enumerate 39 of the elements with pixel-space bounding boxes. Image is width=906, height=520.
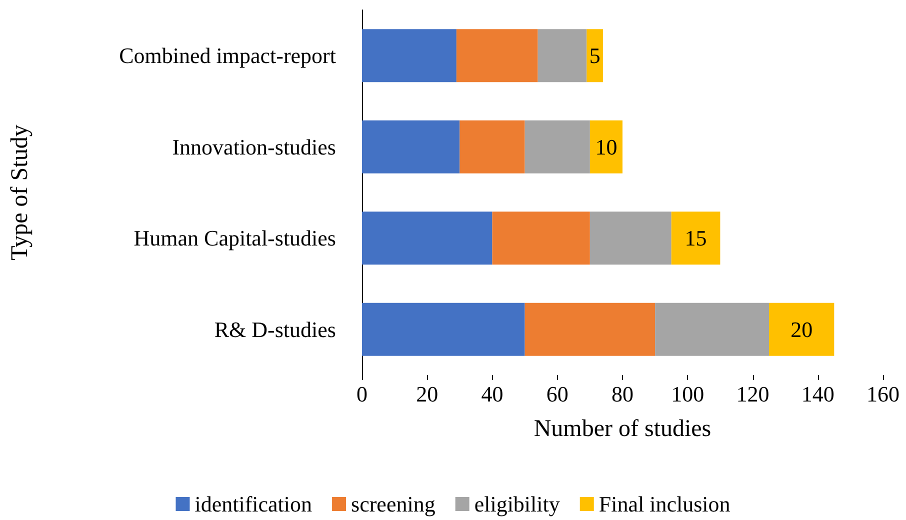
- data-label: 10: [595, 134, 618, 160]
- bar: [671, 212, 720, 265]
- bar: [492, 212, 590, 265]
- bar: [362, 302, 525, 356]
- bar: [524, 302, 656, 356]
- x-tick-label: 40: [481, 382, 504, 406]
- data-label: 15: [684, 226, 707, 251]
- x-tick-label: 140: [801, 382, 834, 406]
- bar: [538, 29, 587, 82]
- legend-label: Final inclusion: [598, 492, 730, 516]
- bar: [590, 120, 622, 174]
- bar: [524, 120, 590, 174]
- x-tick-label: 120: [736, 382, 770, 406]
- bar: [769, 302, 834, 356]
- x-tick-label: 100: [671, 382, 704, 406]
- y-tick-label: Combined impact-report: [119, 43, 336, 68]
- bar: [655, 302, 770, 356]
- x-tick-label: 0: [356, 382, 368, 406]
- bar: [362, 29, 456, 82]
- x-axis-title: Number of studies: [534, 416, 712, 442]
- bar: [586, 29, 603, 82]
- x-tick-label: 80: [612, 382, 634, 406]
- y-tick-label: Human Capital-studies: [134, 226, 336, 251]
- data-label: 5: [589, 43, 600, 68]
- bar: [362, 212, 492, 265]
- data-label: 20: [790, 316, 813, 342]
- bar: [460, 120, 525, 174]
- bar: [456, 29, 538, 82]
- legend-label: screening: [351, 492, 436, 516]
- x-tick-label: 60: [546, 382, 568, 406]
- y-axis-title: Type of Study: [7, 124, 33, 260]
- bar: [362, 120, 460, 174]
- legend-label: identification: [194, 492, 312, 516]
- bar: [590, 212, 672, 265]
- y-tick-label: Innovation-studies: [172, 134, 336, 160]
- y-tick-label: R& D-studies: [214, 316, 336, 342]
- x-tick-label: 20: [416, 382, 438, 406]
- legend-label: eligibility: [474, 492, 560, 516]
- x-tick-label: 160: [866, 382, 900, 406]
